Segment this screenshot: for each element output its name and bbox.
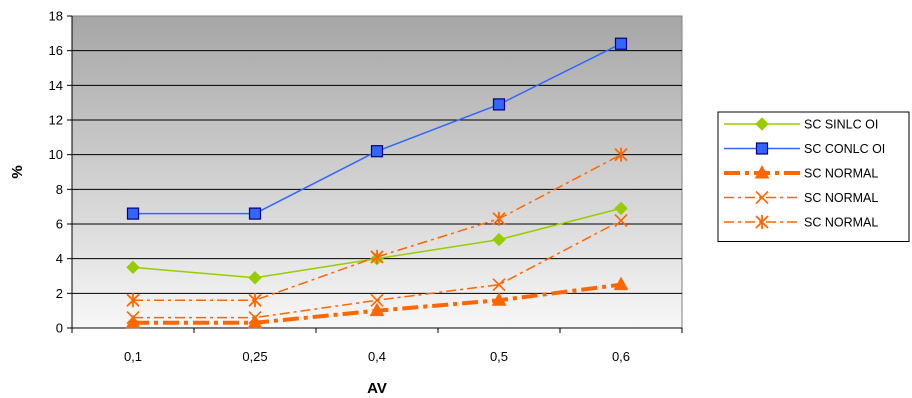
- legend-item: SC NORMAL: [724, 190, 878, 205]
- legend-label: SC NORMAL: [804, 191, 878, 205]
- legend-label: SC NORMAL: [804, 167, 878, 181]
- y-tick-label: 0: [56, 321, 63, 336]
- data-point: [126, 311, 140, 325]
- legend-label: SC NORMAL: [804, 216, 878, 230]
- series-line: [133, 154, 622, 302]
- data-point: [248, 293, 262, 308]
- data-point: [492, 278, 506, 292]
- y-tick-label: 4: [56, 251, 63, 266]
- legend-marker: [755, 215, 769, 229]
- legend-marker: [755, 142, 769, 155]
- y-tick-label: 18: [49, 9, 63, 24]
- data-point: [614, 213, 628, 228]
- legend-marker: [755, 117, 769, 131]
- plot-area: [71, 15, 683, 329]
- data-point: [126, 207, 140, 220]
- legend-marker: [755, 190, 769, 205]
- y-tick-label: 2: [56, 286, 63, 301]
- series-group: [125, 37, 629, 329]
- x-tick-label: 0,5: [490, 349, 508, 364]
- y-axis-title: %: [9, 165, 26, 178]
- y-tick-label: 12: [49, 113, 63, 128]
- series-3: [125, 276, 629, 329]
- y-tick-label: 16: [49, 43, 63, 58]
- data-point: [126, 260, 140, 275]
- data-point: [370, 249, 384, 264]
- legend: SC SINLC OI SC CONLC OI SC NORMAL SC NORMAL…: [717, 111, 910, 242]
- data-point: [492, 211, 506, 226]
- x-tick-label: 0,25: [242, 349, 267, 364]
- x-tick-label: 0,4: [368, 349, 386, 364]
- y-tick-label: 6: [56, 217, 63, 232]
- data-point: [613, 276, 629, 291]
- series-5: [126, 147, 628, 308]
- legend-box: [717, 111, 910, 242]
- x-tick-label: 0,1: [124, 349, 142, 364]
- legend-label: SC SINLC OI: [804, 118, 878, 132]
- y-tick-labels: 0 2 4 6 8 10 12 14 16 18: [49, 9, 63, 336]
- legend-label: SC CONLC OI: [804, 142, 885, 156]
- x-tick-label: 0,6: [612, 349, 630, 364]
- series-2: [126, 37, 628, 220]
- data-point: [370, 293, 384, 307]
- data-point: [492, 98, 506, 111]
- x-tick-labels: 0,1 0,25 0,4 0,5 0,6: [124, 349, 630, 364]
- legend-item: SC SINLC OI: [724, 117, 878, 132]
- x-axis-title: AV: [367, 380, 387, 397]
- series-4: [126, 213, 628, 325]
- legend-marker: [754, 164, 770, 179]
- y-tick-label: 10: [49, 147, 63, 162]
- axes: [67, 15, 683, 333]
- y-tick-label: 14: [49, 78, 63, 93]
- data-point: [126, 293, 140, 308]
- data-point: [614, 147, 628, 162]
- data-point: [492, 232, 506, 247]
- data-point: [614, 201, 628, 216]
- data-point: [369, 302, 385, 317]
- data-point: [614, 37, 628, 50]
- data-point: [248, 311, 262, 325]
- legend-item: SC NORMAL: [724, 164, 878, 181]
- legend-item: SC CONLC OI: [724, 142, 885, 156]
- data-point: [248, 207, 262, 220]
- data-point: [370, 145, 384, 158]
- data-point: [248, 271, 262, 285]
- legend-item: SC NORMAL: [724, 215, 878, 230]
- data-point: [491, 292, 507, 306]
- y-tick-label: 8: [56, 182, 63, 197]
